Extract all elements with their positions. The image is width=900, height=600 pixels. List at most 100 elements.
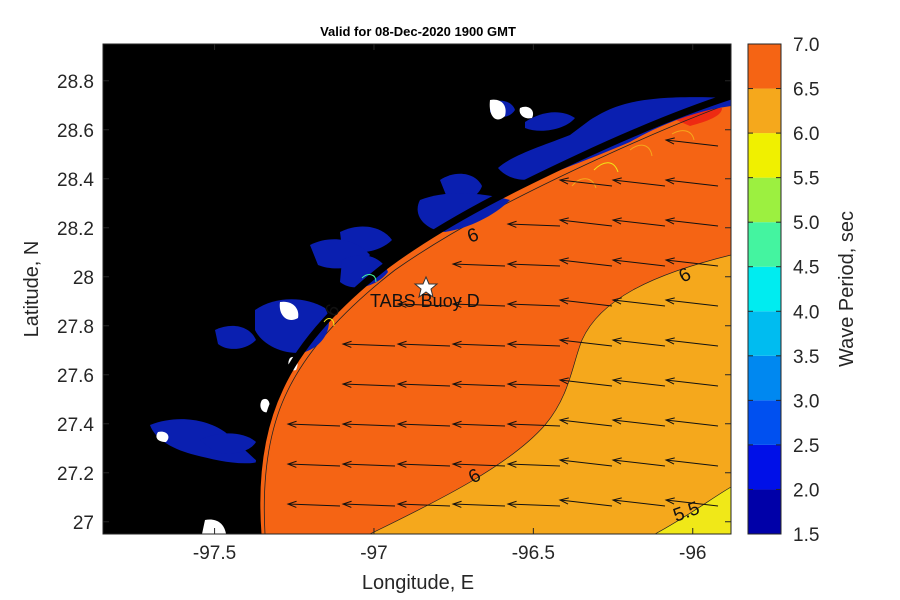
wave-arrow-head [664, 137, 675, 145]
x-axis: -97.5 -97 -96.5 -96 [193, 44, 706, 564]
wave-arrow-head [396, 380, 407, 388]
nearshore-contours [323, 130, 695, 327]
y-tick-label: 27.4 [57, 415, 94, 436]
wave-arrow [665, 219, 719, 227]
colorbar-tick-label: 3.0 [793, 391, 819, 412]
dry-patches [156, 99, 534, 534]
colorbar-swatch [748, 355, 781, 401]
wave-arrow [559, 379, 613, 387]
wave-arrow [507, 503, 561, 507]
wave-arrow-head [558, 497, 569, 505]
wave-arrow [665, 259, 719, 267]
wave-arrow-head [611, 297, 622, 305]
colorbar-swatch [748, 489, 781, 534]
wave-arrow [507, 423, 561, 427]
wave-arrow [665, 139, 719, 147]
wave-arrow [612, 379, 666, 387]
wave-arrow [397, 423, 451, 427]
wave-arrow-head [506, 260, 517, 268]
y-axis: 27 27.2 27.4 27.6 27.8 28 28.2 28.4 28.6 28.8 [57, 72, 731, 534]
y-tick-label: 27.2 [57, 464, 94, 485]
y-tick-label: 28.2 [57, 219, 94, 240]
barrier-island [253, 92, 731, 534]
wave-arrow-head [451, 340, 462, 348]
wave-arrow [612, 219, 666, 227]
wave-arrow-head [664, 337, 675, 345]
colorbar-tick-label: 2.0 [793, 480, 819, 501]
colorbar-tick-label: 1.5 [793, 525, 819, 546]
wave-arrow-head [558, 457, 569, 465]
wave-arrow [452, 303, 506, 307]
colorbar-tick-label: 7.0 [793, 35, 819, 56]
wave-arrow [452, 383, 506, 387]
colorbar-swatch [748, 88, 781, 134]
wave-arrow-head [451, 260, 462, 268]
wave-arrow-head [611, 417, 622, 425]
colorbar-tick-label: 2.5 [793, 436, 819, 457]
wave-arrow [559, 459, 613, 467]
colorbar: 1.5 2.0 2.5 3.0 3.5 4.0 4.5 5.0 5.5 6.0 6.5 7.0 [747, 35, 819, 546]
wave-arrow-head [286, 420, 297, 428]
wave-arrow [507, 383, 561, 387]
wave-arrow-head [611, 217, 622, 225]
wave-arrow [452, 423, 506, 427]
wave-arrow [665, 299, 719, 307]
wave-arrow-head [611, 457, 622, 465]
wave-arrow-head [506, 300, 517, 308]
wave-arrow [342, 383, 396, 387]
wave-arrow [559, 499, 613, 507]
wave-arrow [665, 499, 719, 507]
x-tick-label: -96 [679, 543, 706, 564]
x-axis-title: Longitude, E [362, 572, 474, 594]
wave-arrow [665, 419, 719, 427]
wave-arrow [397, 303, 451, 307]
wave-arrow-head [611, 177, 622, 185]
y-tick-label: 28 [73, 268, 94, 289]
colorbar-swatch [748, 266, 781, 312]
wave-arrow-head [558, 377, 569, 385]
colorbar-swatch [748, 311, 781, 356]
wave-arrow-head [341, 380, 352, 388]
buoy-star-icon [413, 275, 439, 299]
period-region-5-5 [369, 254, 731, 534]
wave-arrow-head [611, 377, 622, 385]
wave-arrow [287, 503, 341, 507]
wave-arrow-head [396, 460, 407, 468]
wave-arrow-head [396, 340, 407, 348]
wave-arrow [342, 463, 396, 467]
wave-arrow [342, 343, 396, 347]
wave-arrow-head [286, 460, 297, 468]
wave-arrow [287, 463, 341, 467]
wave-arrow-head [506, 420, 517, 428]
wave-arrow-head [611, 257, 622, 265]
y-tick-label: 28.8 [57, 72, 94, 93]
wave-arrow-head [341, 340, 352, 348]
y-tick-label: 27 [73, 513, 94, 534]
wave-arrow-head [341, 460, 352, 468]
wave-arrow [342, 423, 396, 427]
colorbar-tick-label: 4.5 [793, 258, 819, 279]
wave-arrow-head [451, 300, 462, 308]
wave-arrow-head [664, 177, 675, 185]
wave-arrow [507, 343, 561, 347]
wave-arrow-head [664, 417, 675, 425]
wave-arrow [559, 419, 613, 427]
wave-arrow-head [341, 500, 352, 508]
wave-arrow-head [506, 500, 517, 508]
y-tick-label: 28.6 [57, 121, 94, 142]
wave-arrow-head [664, 257, 675, 265]
colorbar-title: Wave Period, sec [836, 211, 858, 367]
wave-arrow [665, 459, 719, 467]
wave-arrow-head [451, 460, 462, 468]
wave-arrow [612, 499, 666, 507]
y-tick-label: 27.6 [57, 366, 94, 387]
wave-arrow-head [558, 257, 569, 265]
wave-arrow [559, 179, 613, 187]
colorbar-tick-label: 5.5 [793, 169, 819, 190]
wave-arrow [452, 463, 506, 467]
wave-arrow [452, 343, 506, 347]
colorbar-frame [747, 43, 782, 535]
wave-arrow [452, 263, 506, 267]
wave-arrow-head [664, 297, 675, 305]
